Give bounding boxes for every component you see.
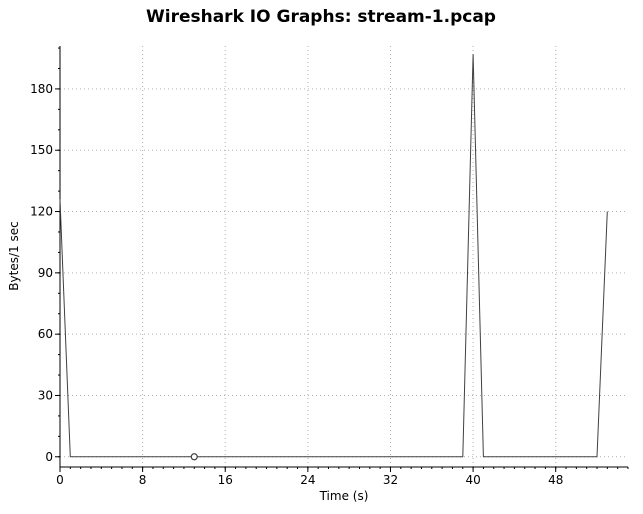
x-tick-label: 16 — [218, 473, 233, 487]
y-tick-label: 180 — [30, 82, 53, 96]
grid-layer — [60, 46, 628, 467]
marker-layer — [191, 454, 197, 460]
x-tick-label: 32 — [383, 473, 398, 487]
y-tick-label: 0 — [45, 450, 53, 464]
x-tick-label: 48 — [548, 473, 563, 487]
y-tick-label: 30 — [38, 388, 53, 402]
y-tick-label: 60 — [38, 327, 53, 341]
x-tick-label: 0 — [56, 473, 64, 487]
x-tick-label: 24 — [300, 473, 315, 487]
chart-title: Wireshark IO Graphs: stream-1.pcap — [146, 7, 496, 27]
x-tick-layer: 0 8 16 24 32 40 48 — [56, 467, 628, 487]
y-tick-label: 120 — [30, 205, 53, 219]
x-tick-label: 40 — [465, 473, 480, 487]
y-tick-label: 90 — [38, 266, 53, 280]
y-tick-label: 150 — [30, 143, 53, 157]
marker-circle — [191, 454, 197, 460]
y-tick-layer: 0 30 60 90 120 150 180 — [30, 48, 60, 464]
series-layer — [60, 54, 608, 457]
x-axis-label: Time (s) — [319, 489, 369, 503]
x-tick-label: 8 — [139, 473, 147, 487]
y-axis-label: Bytes/1 sec — [7, 221, 21, 290]
series-line — [60, 54, 607, 457]
axis-layer — [60, 46, 628, 467]
